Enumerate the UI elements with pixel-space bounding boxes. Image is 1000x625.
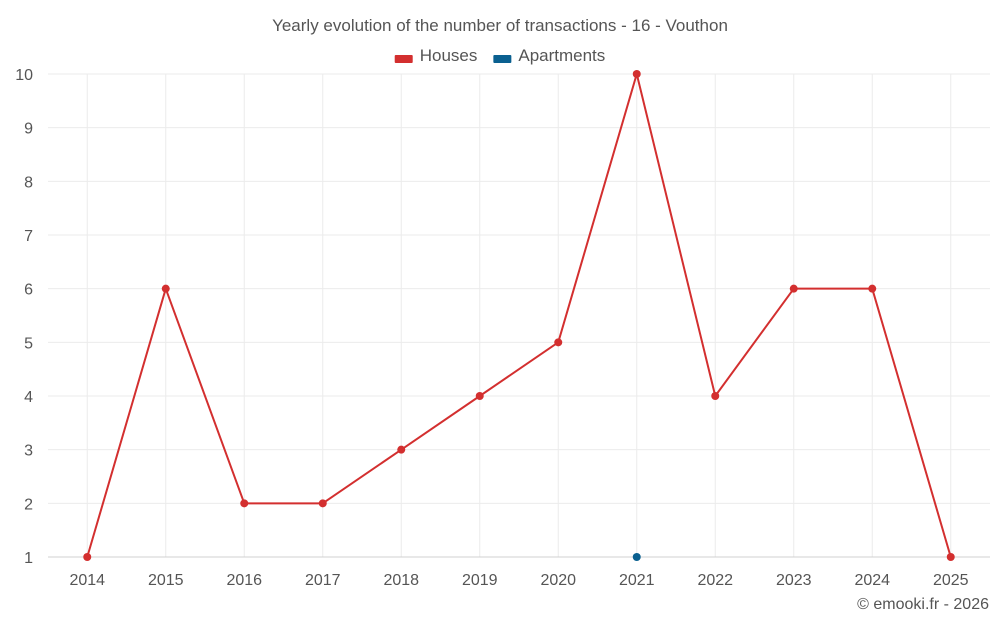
x-tick-label: 2019: [462, 572, 498, 589]
x-gridlines: [86, 74, 952, 557]
x-tick-label: 2024: [854, 572, 890, 589]
y-tick-label: 9: [24, 121, 33, 138]
houses-point: [632, 70, 641, 78]
houses-point: [475, 392, 484, 400]
legend-item-houses: Houses: [394, 46, 478, 65]
x-tick-label: 2022: [697, 572, 733, 589]
y-tick-label: 2: [24, 496, 33, 513]
x-tick-label: 2023: [776, 572, 812, 589]
apartments-point: [632, 553, 641, 561]
legend-label: Apartments: [518, 46, 605, 65]
houses-point: [397, 445, 406, 454]
y-tick-label: 7: [24, 228, 33, 245]
credit-text: © emooki.fr - 2026: [857, 596, 989, 613]
x-tick-label: 2018: [383, 572, 419, 589]
houses-point: [946, 553, 955, 561]
x-tick-label: 2017: [305, 572, 341, 589]
series-layer: [83, 70, 955, 561]
legend-swatch: [394, 55, 413, 63]
x-tick-label: 2016: [226, 572, 262, 589]
houses-point: [161, 284, 170, 293]
legend: Houses Apartments: [394, 46, 605, 65]
x-tick-label: 2015: [148, 572, 184, 589]
y-tick-label: 8: [24, 174, 33, 191]
chart-title: Yearly evolution of the number of transa…: [272, 16, 728, 35]
x-tick-label: 2020: [540, 572, 576, 589]
y-tick-label: 6: [24, 282, 33, 299]
houses-point: [83, 553, 92, 561]
houses-point: [711, 392, 720, 400]
y-tick-label: 1: [24, 550, 33, 567]
y-tick-label: 4: [24, 389, 33, 406]
houses-point: [240, 499, 249, 508]
y-tick-label: 5: [24, 335, 33, 352]
legend-swatch: [493, 55, 512, 63]
x-tick-label: 2025: [933, 572, 969, 589]
x-axis-ticks: 2014 2015 2016 2017 2018 2019 2020 2021 2022 2023…: [69, 572, 968, 589]
houses-point: [789, 284, 798, 293]
legend-item-apartments: Apartments: [493, 46, 605, 65]
y-axis-ticks: 1 2 3 4 5 6 7 8 9 10: [15, 67, 33, 567]
x-tick-label: 2014: [69, 572, 105, 589]
y-tick-label: 10: [15, 67, 33, 84]
houses-line: [86, 73, 952, 558]
houses-point: [554, 338, 563, 347]
x-tick-label: 2021: [619, 572, 655, 589]
houses-point: [318, 499, 327, 508]
y-tick-label: 3: [24, 443, 33, 460]
houses-point: [868, 284, 877, 293]
legend-label: Houses: [420, 46, 478, 65]
